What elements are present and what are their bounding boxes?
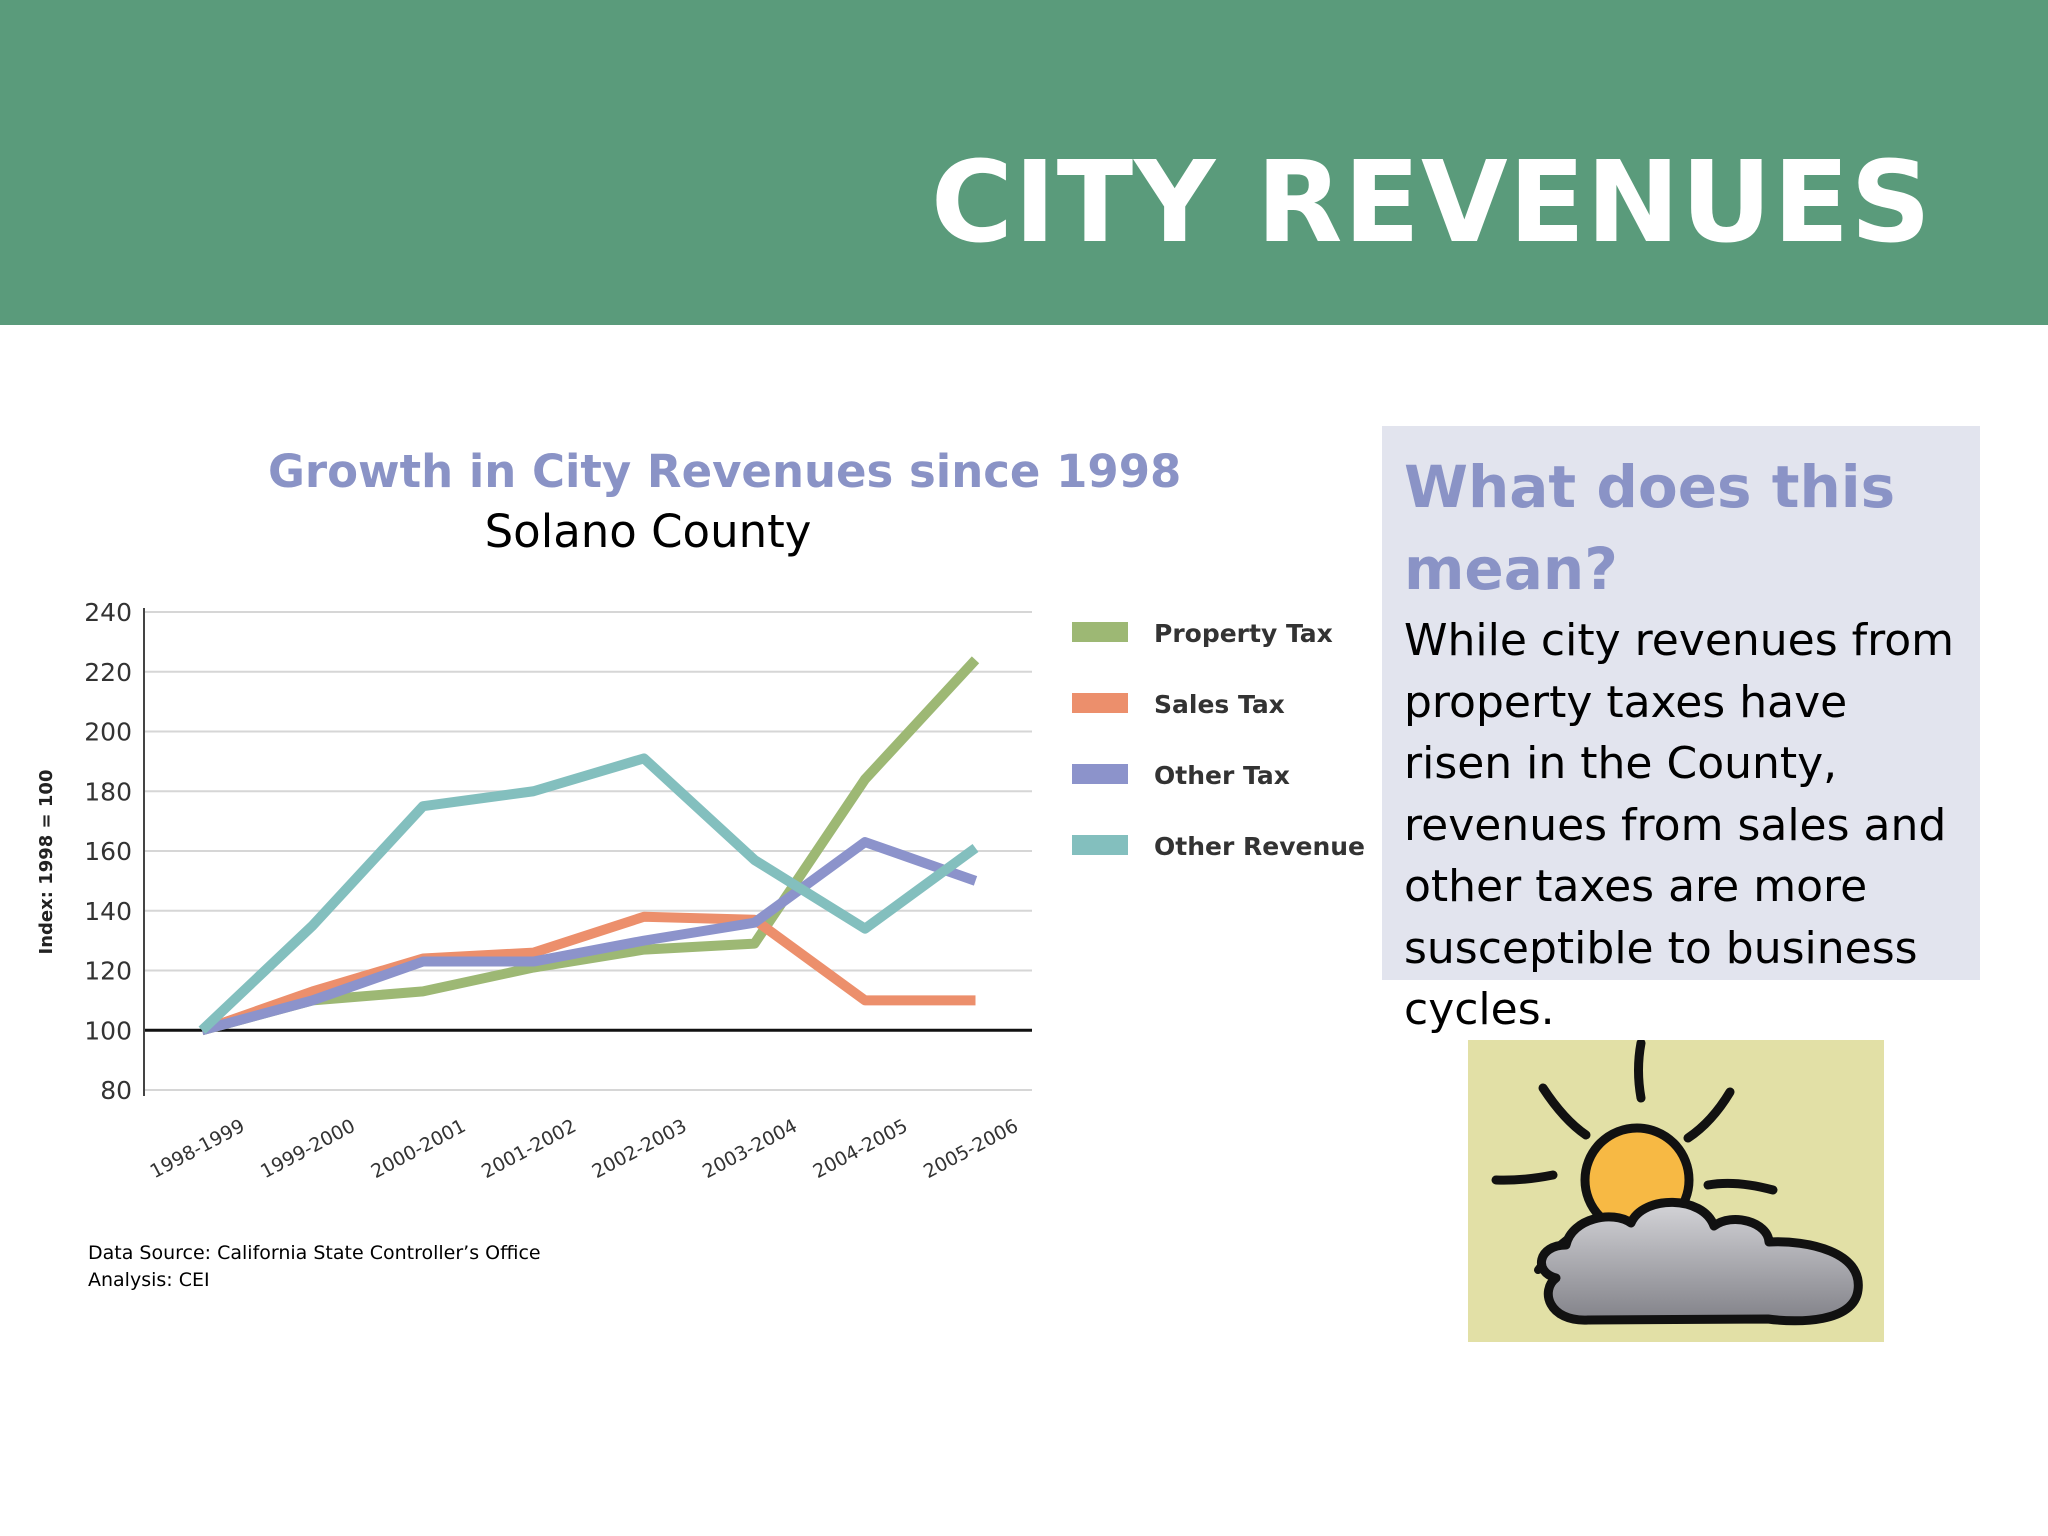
legend-label: Sales Tax bbox=[1154, 690, 1285, 719]
y-tick-label: 200 bbox=[84, 718, 132, 747]
y-axis-title: Index: 1998 = 100 bbox=[36, 770, 57, 955]
chart-legend: Property Tax Sales Tax Other Tax Other Reve… bbox=[1072, 619, 1365, 861]
x-tick-labels: 1998-1999 1999-2000 2000-2001 2001-2002 2002… bbox=[147, 1115, 1022, 1183]
y-tick-label: 100 bbox=[84, 1016, 132, 1045]
series-line-sales-tax bbox=[200, 911, 976, 1035]
legend-swatch bbox=[1072, 622, 1128, 642]
chart-series bbox=[198, 656, 980, 1036]
y-tick-label: 120 bbox=[84, 957, 132, 986]
sun-behind-cloud-icon bbox=[1468, 1038, 1884, 1342]
revenue-growth-line-chart: 80 100 120 140 160 180 200 220 240 1998-1999 1999… bbox=[36, 598, 1365, 1183]
callout-box: What does this mean? While city revenues… bbox=[1382, 426, 1980, 1035]
x-tick-label: 2003-2004 bbox=[699, 1115, 801, 1183]
y-tick-label: 240 bbox=[84, 598, 132, 627]
legend-label: Property Tax bbox=[1154, 619, 1333, 648]
chart-axes bbox=[143, 608, 1032, 1096]
y-tick-label: 160 bbox=[84, 837, 132, 866]
x-tick-label: 2005-2006 bbox=[920, 1115, 1022, 1183]
header-band bbox=[0, 0, 2048, 325]
slide-title: CITY REVENUES bbox=[930, 138, 1932, 268]
analysis-line: Analysis: CEI bbox=[88, 1269, 210, 1291]
x-tick-label: 2002-2003 bbox=[589, 1115, 691, 1183]
y-tick-label: 220 bbox=[84, 658, 132, 687]
data-source-note: Data Source: California State Controller… bbox=[88, 1240, 541, 1294]
data-source-line: Data Source: California State Controller… bbox=[88, 1242, 541, 1264]
y-tick-label: 80 bbox=[100, 1076, 132, 1105]
callout-heading: What does this mean? bbox=[1404, 453, 1896, 603]
chart-title: Growth in City Revenues since 1998 bbox=[268, 445, 1182, 498]
y-tick-label: 140 bbox=[84, 897, 132, 926]
series-line-other-tax bbox=[200, 837, 978, 1036]
x-tick-label: 2000-2001 bbox=[368, 1115, 470, 1183]
chart-gridlines bbox=[144, 611, 1032, 1091]
x-tick-label: 1998-1999 bbox=[147, 1115, 249, 1183]
chart-subtitle: Solano County bbox=[484, 505, 812, 558]
x-tick-label: 2004-2005 bbox=[810, 1115, 912, 1183]
legend-swatch bbox=[1072, 693, 1128, 713]
legend-swatch bbox=[1072, 835, 1128, 855]
y-tick-label: 180 bbox=[84, 777, 132, 806]
series-line-other-revenue bbox=[198, 753, 979, 1034]
y-tick-labels: 80 100 120 140 160 180 200 220 240 bbox=[84, 598, 132, 1105]
callout-body: While city revenues from property taxes … bbox=[1404, 615, 1955, 1035]
legend-label: Other Tax bbox=[1154, 761, 1290, 790]
x-tick-label: 2001-2002 bbox=[478, 1115, 580, 1183]
legend-label: Other Revenue bbox=[1154, 832, 1365, 861]
x-tick-label: 1999-2000 bbox=[257, 1115, 359, 1183]
legend-swatch bbox=[1072, 764, 1128, 784]
